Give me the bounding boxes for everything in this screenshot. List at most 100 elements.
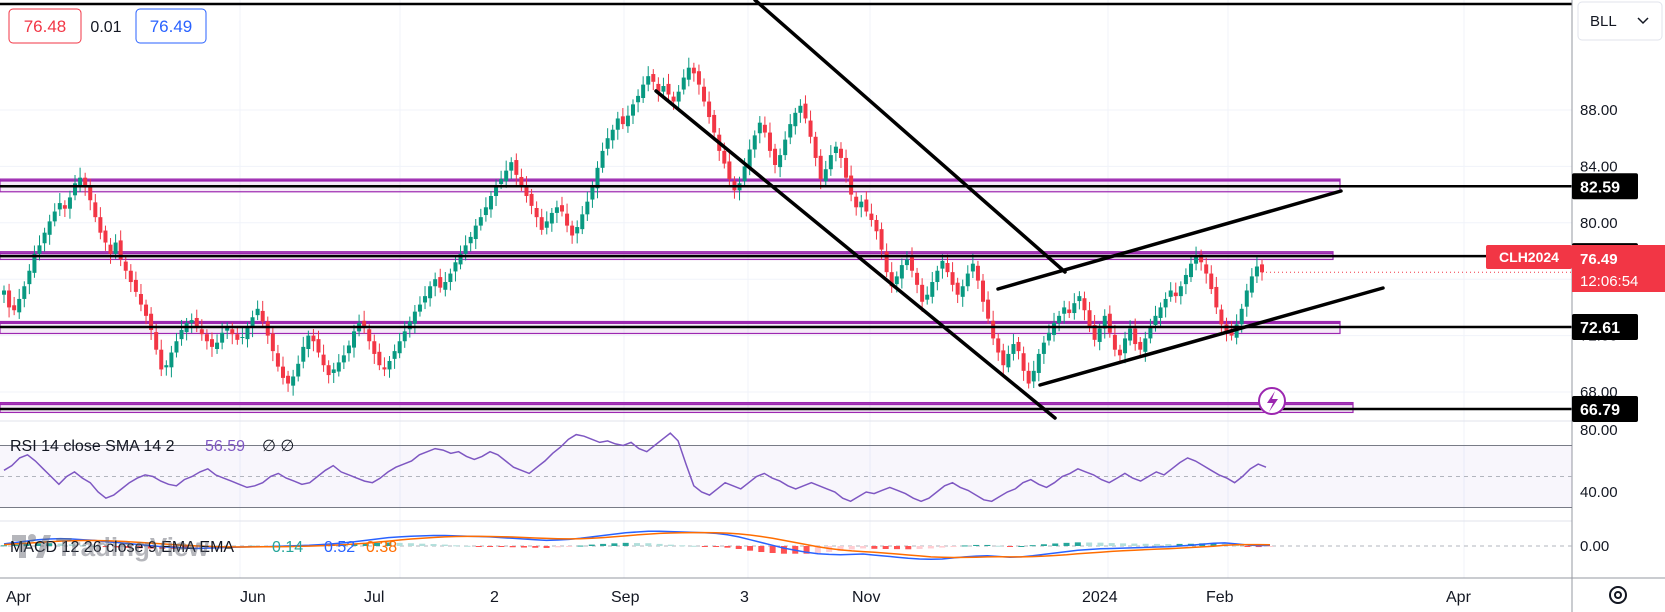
tradingview-watermark: TradingView xyxy=(12,532,209,562)
candle-body xyxy=(1173,292,1178,297)
macd-histogram-bar xyxy=(1142,543,1149,546)
candle-body xyxy=(1052,322,1057,335)
macd-histogram-bar xyxy=(1176,543,1183,546)
candle-body xyxy=(164,365,169,368)
candle-body xyxy=(904,259,909,266)
candle-body xyxy=(1260,264,1264,273)
macd-histogram-bar xyxy=(554,546,561,548)
macd-histogram-bar xyxy=(430,544,437,546)
candle-body xyxy=(1133,328,1138,345)
macd-histogram-bar xyxy=(543,546,550,548)
time-tick-label: Nov xyxy=(852,589,880,606)
candle-body xyxy=(559,205,564,212)
candle-body xyxy=(32,253,37,273)
candle-body xyxy=(17,298,22,313)
macd-histogram-bar xyxy=(690,545,697,547)
candle-body xyxy=(331,369,336,373)
candle-body xyxy=(986,299,991,319)
trend-channels xyxy=(654,0,1385,420)
rsi-extra: ∅ ∅ xyxy=(262,438,294,455)
candle-body xyxy=(103,230,108,243)
candle-body xyxy=(955,282,960,295)
candle-body xyxy=(605,138,610,149)
candle-body xyxy=(686,67,691,80)
bid-ask-widget[interactable]: 76.48 0.01 76.49 xyxy=(8,8,207,44)
gear-icon[interactable] xyxy=(1609,586,1627,604)
candle-body xyxy=(970,263,975,272)
macd-histogram-bar xyxy=(566,546,573,547)
level-price-label: 82.59 xyxy=(1580,179,1620,196)
candle-body xyxy=(362,320,367,328)
candle-body xyxy=(438,277,443,288)
candle-body xyxy=(742,166,747,182)
macd-histogram-bar xyxy=(1040,544,1047,546)
candle-body xyxy=(1199,254,1204,263)
candle-body xyxy=(960,286,965,297)
macd-histogram-bar xyxy=(136,546,143,549)
macd-histogram-bar xyxy=(1086,542,1093,546)
candle-body xyxy=(133,279,138,292)
time-tick-label: Apr xyxy=(6,589,32,606)
candle-body xyxy=(448,273,453,283)
candle-body xyxy=(707,101,712,118)
candle-body xyxy=(62,205,67,209)
candle-body xyxy=(235,334,240,340)
candle-body xyxy=(255,308,260,316)
candle-body xyxy=(529,193,534,206)
candle-body xyxy=(118,240,123,260)
macd-histogram-bar xyxy=(91,545,98,547)
candle-body xyxy=(671,96,676,102)
macd-histogram-bar xyxy=(724,546,731,548)
chevron-down-icon[interactable] xyxy=(1637,17,1649,25)
macd-histogram-bar xyxy=(362,543,369,546)
candle-body xyxy=(783,139,788,156)
candle-body xyxy=(78,177,83,186)
candle-body xyxy=(311,335,316,342)
bid-price[interactable]: 76.48 xyxy=(24,17,67,36)
macd-histogram-bar xyxy=(57,543,64,546)
candle-body xyxy=(494,186,499,197)
candle-body xyxy=(83,177,88,188)
candle-body xyxy=(428,286,433,299)
candle-body xyxy=(42,232,47,244)
macd-histogram-bar xyxy=(34,543,41,546)
macd-histogram-bar xyxy=(1074,542,1081,546)
candle-body xyxy=(47,221,52,235)
candle-body xyxy=(194,317,199,328)
candle-body xyxy=(316,339,321,353)
macd-histogram-bar xyxy=(780,546,787,554)
candle-body xyxy=(392,351,397,359)
candle-body xyxy=(823,169,828,182)
time-axis[interactable]: Apr Jun Jul 2 Sep 3 Nov 2024 Feb Apr xyxy=(6,589,1472,606)
candle-body xyxy=(879,229,884,250)
candle-body xyxy=(646,76,651,85)
candle-body xyxy=(1072,303,1077,314)
symbol-tag-bg xyxy=(1486,245,1572,269)
macd-histogram-bar xyxy=(1052,543,1059,546)
candle-body xyxy=(483,207,488,216)
ask-price[interactable]: 76.49 xyxy=(150,17,193,36)
last-price-tag-bg xyxy=(1572,245,1665,292)
candle-body xyxy=(1092,325,1097,340)
macd-histogram-bar xyxy=(1063,542,1070,546)
toolbar-label[interactable]: BLL xyxy=(1590,13,1617,30)
price-tick-label: 84.00 xyxy=(1580,158,1618,175)
candle-body xyxy=(838,148,843,158)
top-right-toolbar[interactable]: BLL xyxy=(1577,1,1663,41)
candle-body xyxy=(123,261,128,271)
candle-body xyxy=(240,337,245,339)
candle-body xyxy=(1153,315,1158,326)
candle-body xyxy=(965,273,970,287)
candle-body xyxy=(37,245,42,254)
macd-histogram-bar xyxy=(1233,545,1240,547)
macd-histogram-bar xyxy=(837,546,844,551)
candle-body xyxy=(1087,310,1092,328)
candle-body xyxy=(372,341,377,354)
level-price-tag xyxy=(1572,173,1638,200)
candle-body xyxy=(1077,296,1082,302)
flash-icon[interactable] xyxy=(1258,387,1286,415)
candle-body xyxy=(610,129,615,141)
candle-body xyxy=(280,366,285,378)
candle-body xyxy=(1168,290,1173,297)
macd-histogram-bar xyxy=(882,546,889,550)
